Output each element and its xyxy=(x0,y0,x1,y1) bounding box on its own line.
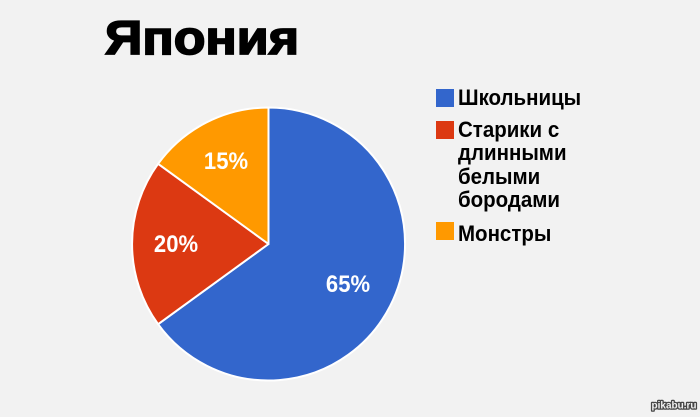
svg-text:pikabu.ru: pikabu.ru xyxy=(652,401,697,412)
